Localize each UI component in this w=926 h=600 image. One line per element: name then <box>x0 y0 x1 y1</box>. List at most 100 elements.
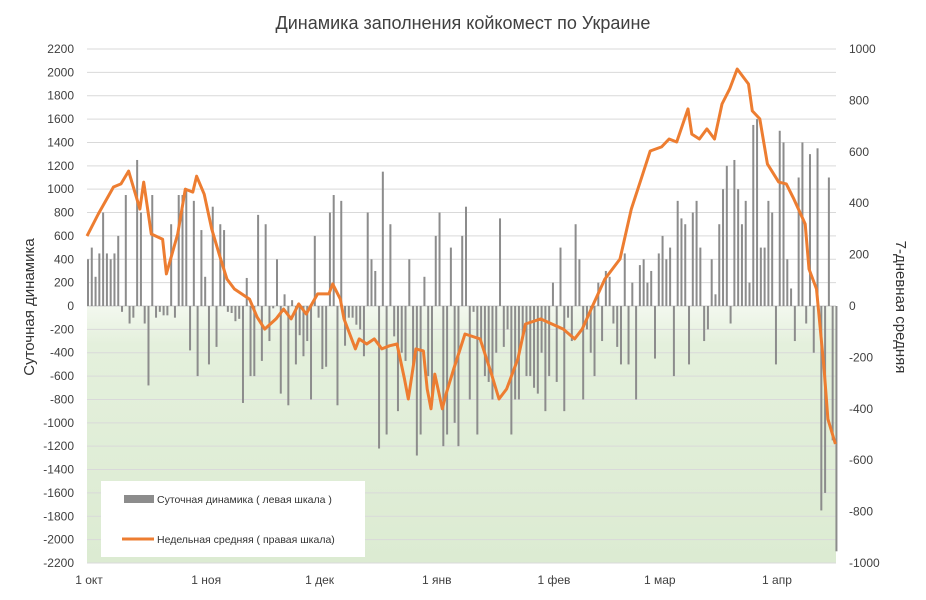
daily-bar <box>230 306 233 314</box>
daily-bar <box>570 306 573 342</box>
daily-bar <box>317 306 320 318</box>
daily-bar <box>283 294 286 306</box>
daily-bar <box>635 306 638 400</box>
right-tick-label: -800 <box>849 505 873 519</box>
daily-bar <box>302 306 305 357</box>
daily-bar <box>582 306 585 400</box>
daily-bar <box>752 124 755 306</box>
daily-bar <box>90 247 93 306</box>
right-tick-label: -400 <box>849 402 873 416</box>
daily-bar <box>389 224 392 306</box>
daily-bar <box>676 200 679 306</box>
daily-bar <box>155 306 158 318</box>
left-axis-label: Суточная динамика <box>21 238 38 376</box>
daily-bar <box>226 306 229 312</box>
daily-bar <box>449 247 452 306</box>
daily-bar <box>162 306 165 316</box>
daily-bar <box>196 306 199 377</box>
daily-bar <box>589 306 592 353</box>
daily-bar <box>192 200 195 306</box>
daily-bar <box>733 159 736 306</box>
daily-bar <box>336 306 339 406</box>
daily-bar <box>102 212 105 306</box>
daily-bar <box>744 200 747 306</box>
left-tick-label: -2200 <box>43 556 74 570</box>
x-tick-label: 1 апр <box>762 573 792 587</box>
right-axis-ticks: 1000 800 600 400 200 0 -200 -400 -600 -800 -1000 <box>849 42 880 570</box>
daily-bar <box>563 306 566 412</box>
daily-bar <box>688 306 691 365</box>
daily-bar <box>680 218 683 306</box>
daily-bar <box>117 235 120 306</box>
left-tick-label: 200 <box>54 276 74 290</box>
left-tick-label: -1600 <box>43 486 74 500</box>
daily-bar <box>710 259 713 306</box>
daily-bar <box>128 306 131 324</box>
daily-bar <box>105 253 108 306</box>
daily-bar <box>264 224 267 306</box>
daily-bar <box>729 306 732 324</box>
daily-bar <box>499 218 502 306</box>
daily-bar <box>313 235 316 306</box>
daily-bar <box>472 306 475 312</box>
daily-bar <box>132 306 135 318</box>
daily-bar <box>786 259 789 306</box>
daily-bar <box>173 306 176 318</box>
daily-bar <box>340 200 343 306</box>
daily-bar <box>502 306 505 347</box>
right-axis-label: 7-дневная средняя <box>892 241 909 374</box>
daily-bar <box>412 306 415 371</box>
daily-bar <box>657 253 660 306</box>
left-tick-label: -800 <box>50 392 74 406</box>
daily-bar <box>310 306 313 400</box>
daily-bar <box>355 306 358 325</box>
daily-bar <box>827 177 830 306</box>
right-tick-label: -600 <box>849 453 873 467</box>
daily-bar <box>430 306 433 406</box>
daily-bar <box>404 306 407 361</box>
daily-bar <box>147 306 150 386</box>
daily-bar <box>812 306 815 353</box>
daily-bar <box>438 212 441 306</box>
daily-bar <box>408 259 411 306</box>
daily-bar <box>257 214 260 306</box>
daily-bar <box>396 306 399 412</box>
bar-series <box>87 119 838 552</box>
daily-bar <box>506 306 509 330</box>
daily-bar <box>461 235 464 306</box>
daily-bar <box>540 306 543 353</box>
daily-bar <box>332 195 335 306</box>
daily-bar <box>714 294 717 306</box>
daily-bar <box>536 306 539 394</box>
daily-bar <box>801 142 804 306</box>
left-tick-label: 1600 <box>47 112 74 126</box>
daily-bar <box>419 306 422 435</box>
daily-bar <box>189 306 192 351</box>
daily-bar <box>298 306 301 336</box>
daily-bar <box>703 306 706 342</box>
daily-bar <box>619 306 622 365</box>
daily-bar <box>427 306 430 377</box>
daily-bar <box>434 235 437 306</box>
daily-bar <box>362 306 365 357</box>
x-tick-label: 1 окт <box>75 573 103 587</box>
daily-bar <box>143 306 146 324</box>
daily-bar <box>98 253 101 306</box>
daily-bar <box>631 282 634 306</box>
daily-bar <box>593 306 596 377</box>
daily-bar <box>166 306 169 316</box>
daily-bar <box>661 235 664 306</box>
daily-bar <box>767 200 770 306</box>
daily-bar <box>241 306 244 403</box>
left-axis-ticks: 2200200018001600140012001000800600400200… <box>43 42 74 570</box>
daily-bar <box>699 247 702 306</box>
daily-bar <box>207 306 210 365</box>
left-tick-label: -1200 <box>43 439 74 453</box>
daily-bar <box>215 306 218 347</box>
daily-bar <box>790 288 793 306</box>
daily-bar <box>642 259 645 306</box>
daily-bar <box>480 306 483 342</box>
daily-bar <box>151 195 154 306</box>
daily-bar <box>211 206 214 306</box>
